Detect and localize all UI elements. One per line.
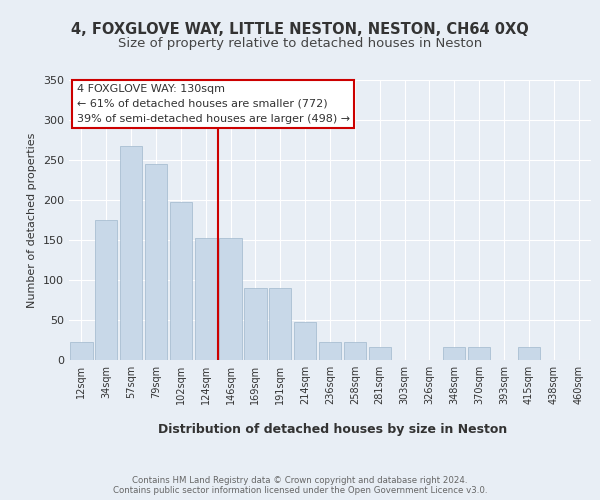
Bar bbox=[145, 164, 167, 360]
Bar bbox=[120, 146, 142, 360]
Bar bbox=[244, 288, 266, 360]
Bar bbox=[194, 238, 217, 360]
Bar bbox=[170, 202, 192, 360]
Y-axis label: Number of detached properties: Number of detached properties bbox=[28, 132, 37, 308]
Bar bbox=[468, 347, 490, 360]
Text: Distribution of detached houses by size in Neston: Distribution of detached houses by size … bbox=[158, 422, 508, 436]
Text: Size of property relative to detached houses in Neston: Size of property relative to detached ho… bbox=[118, 38, 482, 51]
Bar bbox=[220, 238, 242, 360]
Bar bbox=[70, 342, 92, 360]
Bar bbox=[319, 342, 341, 360]
Bar bbox=[95, 220, 118, 360]
Bar bbox=[443, 347, 466, 360]
Text: 4, FOXGLOVE WAY, LITTLE NESTON, NESTON, CH64 0XQ: 4, FOXGLOVE WAY, LITTLE NESTON, NESTON, … bbox=[71, 22, 529, 38]
Bar bbox=[368, 347, 391, 360]
Bar bbox=[344, 342, 366, 360]
Bar bbox=[269, 288, 292, 360]
Text: Contains HM Land Registry data © Crown copyright and database right 2024.
Contai: Contains HM Land Registry data © Crown c… bbox=[113, 476, 487, 495]
Text: 4 FOXGLOVE WAY: 130sqm
← 61% of detached houses are smaller (772)
39% of semi-de: 4 FOXGLOVE WAY: 130sqm ← 61% of detached… bbox=[77, 84, 350, 124]
Bar bbox=[294, 322, 316, 360]
Bar bbox=[518, 347, 540, 360]
